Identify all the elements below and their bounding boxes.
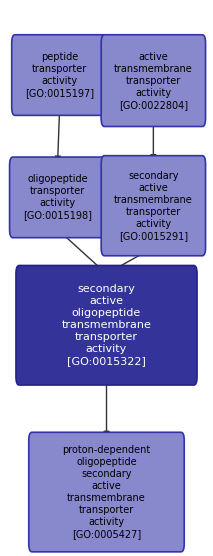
Text: proton-dependent
oligopeptide
secondary
active
transmembrane
transporter
activit: proton-dependent oligopeptide secondary … [62, 445, 151, 539]
Text: oligopeptide
transporter
activity
[GO:0015198]: oligopeptide transporter activity [GO:00… [23, 175, 92, 220]
Text: active
transmembrane
transporter
activity
[GO:0022804]: active transmembrane transporter activit… [114, 52, 193, 110]
FancyBboxPatch shape [10, 157, 105, 238]
Text: secondary
active
transmembrane
transporter
activity
[GO:0015291]: secondary active transmembrane transport… [114, 171, 193, 241]
FancyBboxPatch shape [12, 34, 108, 116]
FancyBboxPatch shape [101, 156, 206, 256]
FancyBboxPatch shape [29, 433, 184, 552]
FancyBboxPatch shape [101, 34, 206, 126]
Text: secondary
active
oligopeptide
transmembrane
transporter
activity
[GO:0015322]: secondary active oligopeptide transmembr… [62, 284, 151, 366]
FancyBboxPatch shape [16, 266, 197, 385]
Text: peptide
transporter
activity
[GO:0015197]: peptide transporter activity [GO:0015197… [25, 52, 94, 98]
